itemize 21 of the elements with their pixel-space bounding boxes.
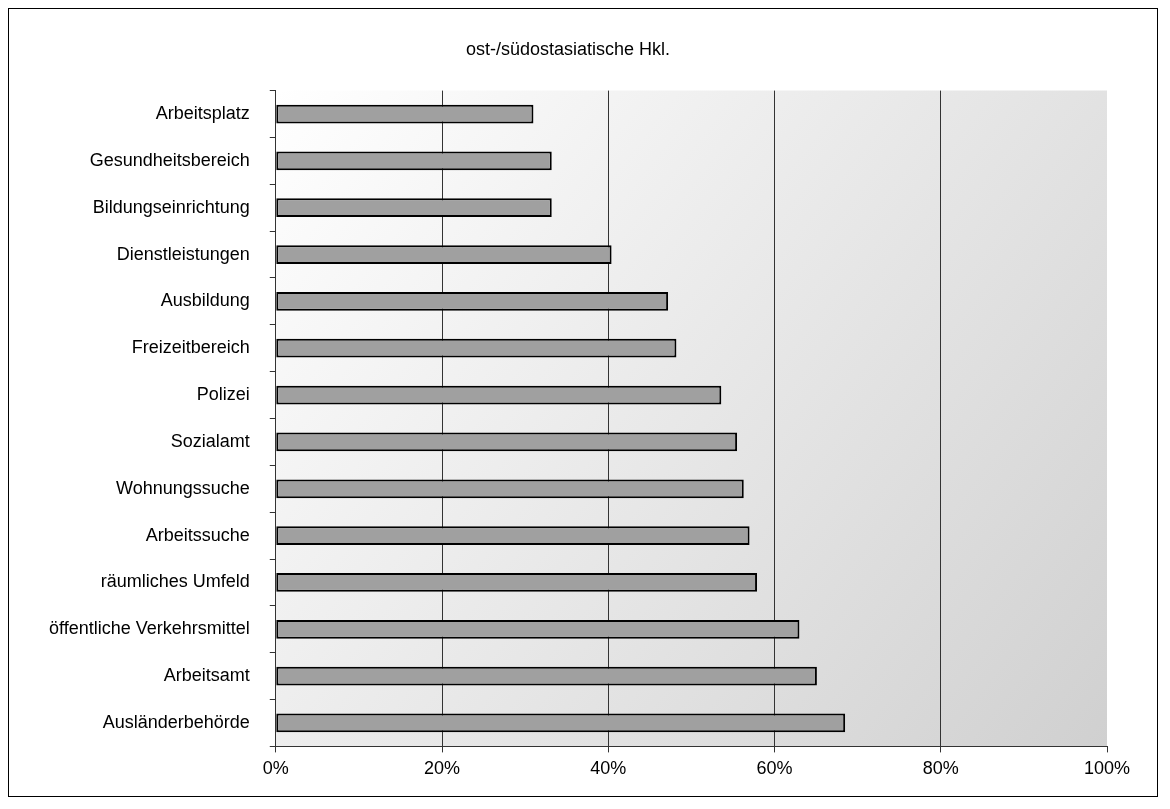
y-tick-label: räumliches Umfeld xyxy=(100,571,250,592)
y-tick-label: Ausländerbehörde xyxy=(102,711,250,732)
y-tick-label: öffentliche Verkehrsmittel xyxy=(48,618,250,639)
x-tick-label: 40% xyxy=(590,758,627,779)
chart-title: ost-/südostasiatische Hkl. xyxy=(465,38,671,59)
x-tick-label: 100% xyxy=(1083,758,1131,779)
y-tick-label: Polizei xyxy=(196,384,250,405)
y-tick-label: Arbeitsamt xyxy=(163,665,250,686)
y-tick-label: Arbeitsplatz xyxy=(155,102,250,123)
x-tick-label: 80% xyxy=(922,758,959,779)
y-tick-label: Dienstleistungen xyxy=(116,243,250,264)
y-tick-label: Ausbildung xyxy=(160,290,250,311)
y-tick-label: Gesundheitsbereich xyxy=(89,149,250,170)
x-tick-label: 20% xyxy=(424,758,461,779)
y-tick-label: Wohnungssuche xyxy=(116,477,250,498)
y-tick-label: Freizeitbereich xyxy=(131,337,250,358)
x-tick-label: 60% xyxy=(756,758,793,779)
x-tick-label: 0% xyxy=(262,758,289,779)
y-tick-label: Sozialamt xyxy=(170,430,250,451)
y-tick-label: Arbeitssuche xyxy=(145,524,250,545)
y-tick-label: Bildungseinrichtung xyxy=(92,196,250,217)
